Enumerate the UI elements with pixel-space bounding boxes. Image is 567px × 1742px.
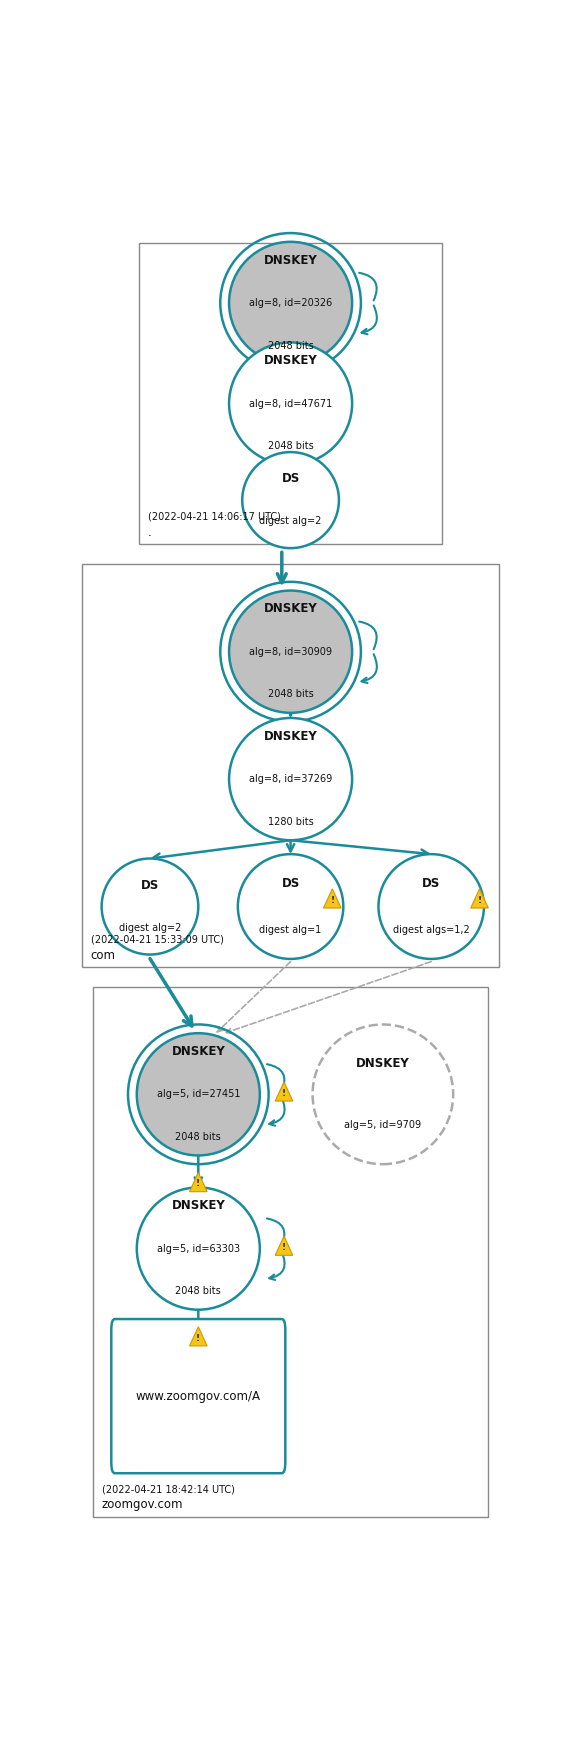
FancyArrowPatch shape (217, 962, 290, 1031)
Bar (82, 564, 500, 967)
Text: digest alg=2: digest alg=2 (259, 516, 322, 526)
Ellipse shape (229, 343, 352, 465)
Polygon shape (189, 1327, 207, 1347)
Text: DS: DS (141, 880, 159, 892)
FancyBboxPatch shape (111, 1319, 285, 1474)
Ellipse shape (312, 1024, 453, 1164)
Bar (93, 988, 488, 1517)
Text: DS: DS (281, 876, 300, 890)
Ellipse shape (238, 854, 343, 958)
Text: DNSKEY: DNSKEY (264, 730, 318, 742)
Ellipse shape (229, 718, 352, 840)
Text: DNSKEY: DNSKEY (264, 254, 318, 267)
Text: com: com (91, 949, 116, 962)
FancyArrowPatch shape (194, 1310, 202, 1331)
FancyArrowPatch shape (287, 707, 294, 716)
Text: DNSKEY: DNSKEY (171, 1198, 225, 1212)
Text: DNSKEY: DNSKEY (171, 1045, 225, 1057)
Ellipse shape (378, 854, 484, 958)
Polygon shape (471, 888, 488, 908)
Text: www.zoomgov.com/A: www.zoomgov.com/A (136, 1390, 261, 1402)
Text: (2022-04-21 15:33:09 UTC): (2022-04-21 15:33:09 UTC) (91, 934, 223, 944)
Text: (2022-04-21 14:06:17 UTC): (2022-04-21 14:06:17 UTC) (148, 512, 281, 521)
Text: alg=8, id=20326: alg=8, id=20326 (249, 298, 332, 308)
Polygon shape (189, 1172, 207, 1192)
Text: 1280 bits: 1280 bits (268, 817, 314, 827)
Text: alg=5, id=63303: alg=5, id=63303 (156, 1244, 240, 1254)
Text: alg=5, id=27451: alg=5, id=27451 (156, 1089, 240, 1099)
Text: 2048 bits: 2048 bits (175, 1286, 221, 1296)
Ellipse shape (101, 859, 198, 955)
Text: digest alg=1: digest alg=1 (260, 925, 321, 935)
FancyArrowPatch shape (226, 962, 431, 1033)
FancyArrowPatch shape (150, 958, 192, 1026)
Polygon shape (324, 888, 341, 908)
FancyArrowPatch shape (290, 840, 429, 857)
Text: .: . (148, 526, 151, 538)
Text: alg=5, id=9709: alg=5, id=9709 (344, 1120, 421, 1131)
Text: alg=8, id=30909: alg=8, id=30909 (249, 646, 332, 657)
Text: !: ! (330, 895, 335, 904)
Text: 2048 bits: 2048 bits (175, 1132, 221, 1143)
FancyArrowPatch shape (153, 840, 290, 861)
Ellipse shape (242, 453, 339, 549)
FancyArrowPatch shape (287, 840, 294, 852)
Text: zoomgov.com: zoomgov.com (101, 1498, 183, 1512)
Text: DS: DS (281, 472, 300, 486)
FancyArrowPatch shape (277, 552, 286, 582)
Bar (139, 242, 442, 545)
Ellipse shape (137, 1188, 260, 1310)
Text: digest algs=1,2: digest algs=1,2 (393, 925, 469, 935)
Text: (2022-04-21 18:42:14 UTC): (2022-04-21 18:42:14 UTC) (101, 1484, 235, 1495)
Text: DNSKEY: DNSKEY (356, 1057, 410, 1070)
Text: !: ! (196, 1179, 200, 1188)
Text: 2048 bits: 2048 bits (268, 341, 314, 350)
Ellipse shape (229, 242, 352, 364)
Text: DS: DS (422, 876, 441, 890)
Polygon shape (275, 1082, 293, 1101)
FancyArrowPatch shape (194, 1155, 202, 1185)
Polygon shape (275, 1237, 293, 1256)
Text: alg=8, id=37269: alg=8, id=37269 (249, 773, 332, 784)
FancyArrowPatch shape (287, 345, 294, 364)
FancyArrowPatch shape (287, 455, 294, 465)
Text: DNSKEY: DNSKEY (264, 354, 318, 368)
Text: !: ! (282, 1089, 286, 1097)
Ellipse shape (229, 591, 352, 712)
Text: !: ! (477, 895, 481, 904)
Text: !: ! (282, 1244, 286, 1252)
Ellipse shape (137, 1033, 260, 1155)
Text: 2048 bits: 2048 bits (268, 690, 314, 700)
Text: !: ! (196, 1334, 200, 1343)
Text: digest alg=2: digest alg=2 (119, 923, 181, 932)
Text: alg=8, id=47671: alg=8, id=47671 (249, 399, 332, 409)
Text: DNSKEY: DNSKEY (264, 603, 318, 615)
Text: 2048 bits: 2048 bits (268, 441, 314, 451)
